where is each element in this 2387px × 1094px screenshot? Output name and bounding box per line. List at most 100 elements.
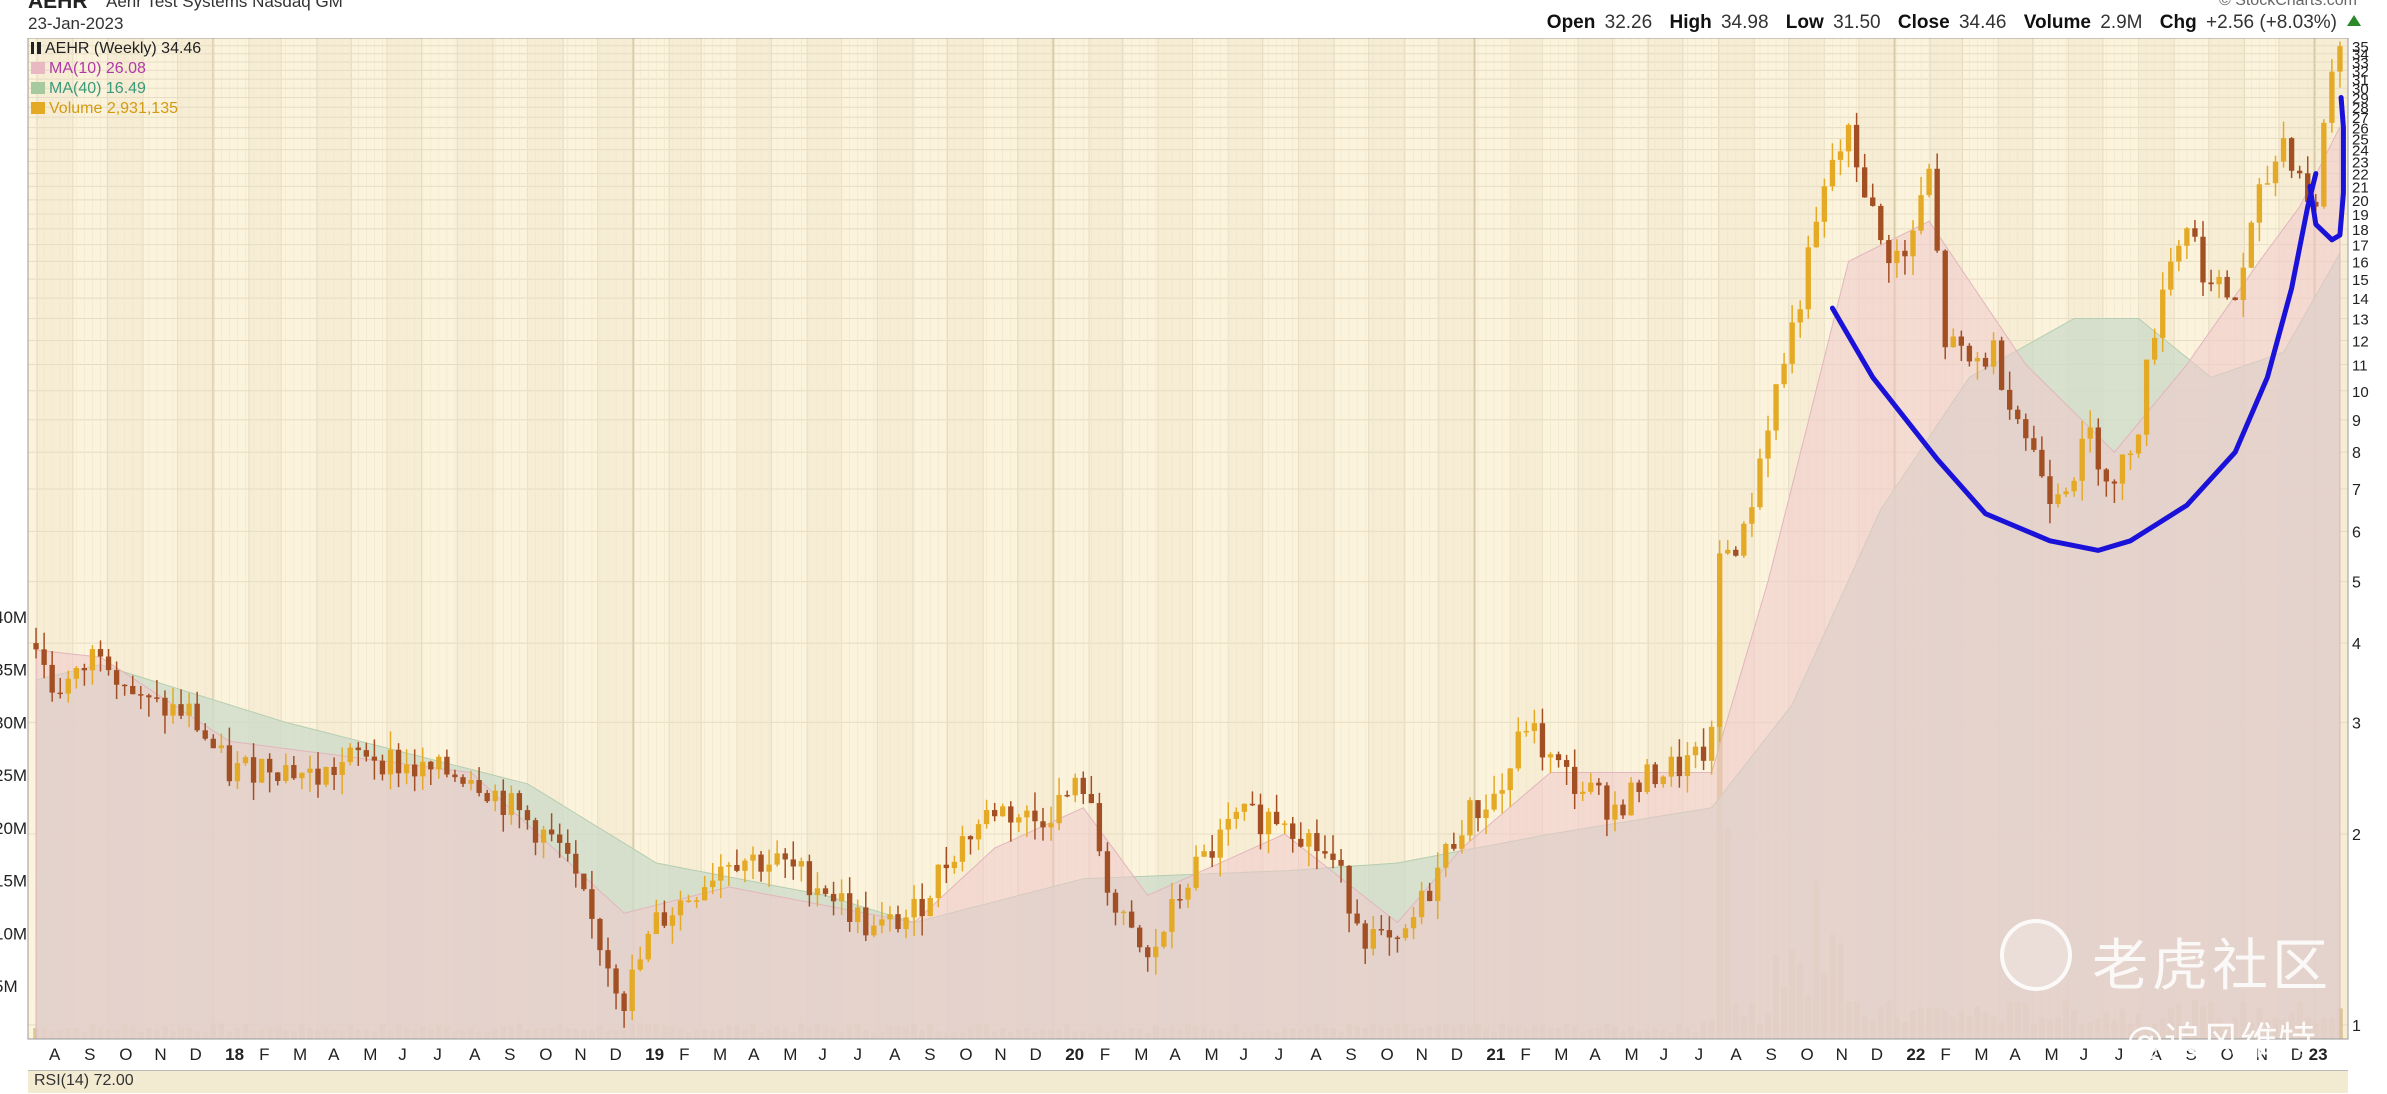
legend-ma40: MA(40) 16.49: [31, 79, 201, 99]
cup-handle-annotation: [1829, 95, 2346, 553]
candle-up: [685, 900, 692, 902]
x-tick-label: F: [1940, 1045, 1950, 1064]
source-credit: © StockCharts.com: [2218, 0, 2357, 9]
candle-down: [2200, 236, 2206, 283]
x-tick-label: D: [1030, 1045, 1042, 1064]
candle-up: [750, 854, 756, 861]
volume-icon: [31, 102, 45, 114]
candle-down: [2296, 170, 2303, 174]
candle-down: [565, 842, 571, 854]
candle-up: [1523, 730, 1530, 733]
candle-up: [718, 866, 724, 881]
candle-down: [154, 697, 160, 699]
x-tick-label: O: [1801, 1045, 1814, 1064]
candle-down: [1273, 811, 1280, 825]
legend-price: AEHR (Weekly) 34.46: [31, 39, 201, 59]
candle-down: [1571, 766, 1578, 794]
candle-down: [2192, 228, 2198, 237]
candle-up: [339, 761, 345, 776]
candle-down: [943, 864, 950, 869]
x-tick-label: N: [2256, 1045, 2268, 1064]
candle-down: [1563, 760, 1570, 767]
candle-down: [1298, 838, 1304, 847]
candle-down: [1136, 927, 1143, 948]
x-tick-label: M: [2045, 1045, 2059, 1064]
candle-down: [1362, 923, 1368, 949]
candle-down: [97, 649, 104, 657]
candle-down: [991, 810, 998, 817]
candle-down: [138, 694, 144, 696]
y-tick-label: 5: [2352, 575, 2361, 592]
candle-down: [532, 820, 539, 843]
candle-up: [653, 912, 660, 934]
x-tick-label: S: [84, 1045, 95, 1064]
chg-label: Chg: [2159, 12, 2197, 33]
x-tick-label: N: [1416, 1045, 1428, 1064]
candle-up: [693, 900, 700, 902]
candle-up: [798, 861, 805, 867]
candle-down: [2103, 469, 2110, 482]
candle-up: [299, 772, 305, 779]
candle-up: [218, 745, 225, 749]
candle-down: [1394, 937, 1401, 939]
candle-down: [428, 761, 434, 770]
candle-up: [903, 917, 909, 930]
x-tick-label: J: [1275, 1045, 1284, 1064]
x-tick-label: O: [119, 1045, 132, 1064]
y-tick-label: 34: [2352, 47, 2369, 64]
candle-down: [1330, 853, 1336, 860]
x-tick-label: 22: [1906, 1045, 1925, 1064]
candle-up: [307, 768, 313, 773]
candle-up: [1225, 818, 1231, 830]
candle-down: [202, 730, 208, 739]
legend-volume: Volume 2,931,135: [31, 99, 201, 119]
candle-up: [1894, 250, 1900, 264]
volume-label: Volume: [2023, 12, 2091, 33]
candle-up: [2264, 183, 2271, 185]
y-tick-label: 35: [2352, 39, 2369, 56]
volume-tick-label: 30M: [0, 713, 27, 732]
candle-up: [2127, 453, 2134, 456]
y-tick-label: 8: [2352, 445, 2361, 462]
candle-down: [2023, 419, 2029, 439]
candle-down: [919, 898, 925, 917]
x-tick-label: D: [1871, 1045, 1883, 1064]
volume-tick-label: 10M: [0, 924, 27, 943]
candle-up: [2176, 245, 2182, 262]
candle-down: [524, 810, 531, 821]
x-tick-label: N: [574, 1045, 586, 1064]
candle-up: [1821, 186, 1828, 222]
y-tick-label: 28: [2352, 100, 2369, 117]
candle-down: [81, 668, 88, 671]
candle-up: [1741, 523, 1747, 556]
x-tick-label: A: [748, 1045, 760, 1064]
y-tick-label: 11: [2352, 358, 2368, 375]
candle-up: [1120, 911, 1127, 914]
plot-border: [27, 37, 2349, 1040]
candle-up: [951, 861, 958, 869]
candle-up: [1410, 917, 1417, 929]
candle-up: [283, 765, 289, 782]
candle-up: [1773, 384, 1779, 431]
y-tick-label: 4: [2352, 636, 2361, 653]
candle-down: [500, 790, 506, 815]
candle-down: [1733, 549, 1739, 556]
candle-down: [444, 756, 450, 775]
candle-up: [1241, 803, 1248, 812]
x-tick-label: A: [1589, 1045, 1601, 1064]
candle-down: [460, 777, 466, 784]
y-tick-label: 1: [2352, 1018, 2361, 1035]
candle-down: [1249, 803, 1256, 806]
candle-down: [1555, 754, 1562, 761]
open-label: Open: [1546, 12, 1596, 33]
candle-up: [1684, 755, 1691, 777]
x-tick-label: J: [433, 1045, 442, 1064]
candle-down: [1886, 240, 1892, 264]
candle-up: [1418, 890, 1425, 918]
y-tick-label: 27: [2352, 110, 2369, 127]
x-tick-label: D: [1451, 1045, 1463, 1064]
candle-up: [1483, 809, 1489, 819]
candle-up: [774, 853, 780, 865]
candle-down: [1257, 804, 1264, 835]
candle-up: [701, 887, 708, 901]
